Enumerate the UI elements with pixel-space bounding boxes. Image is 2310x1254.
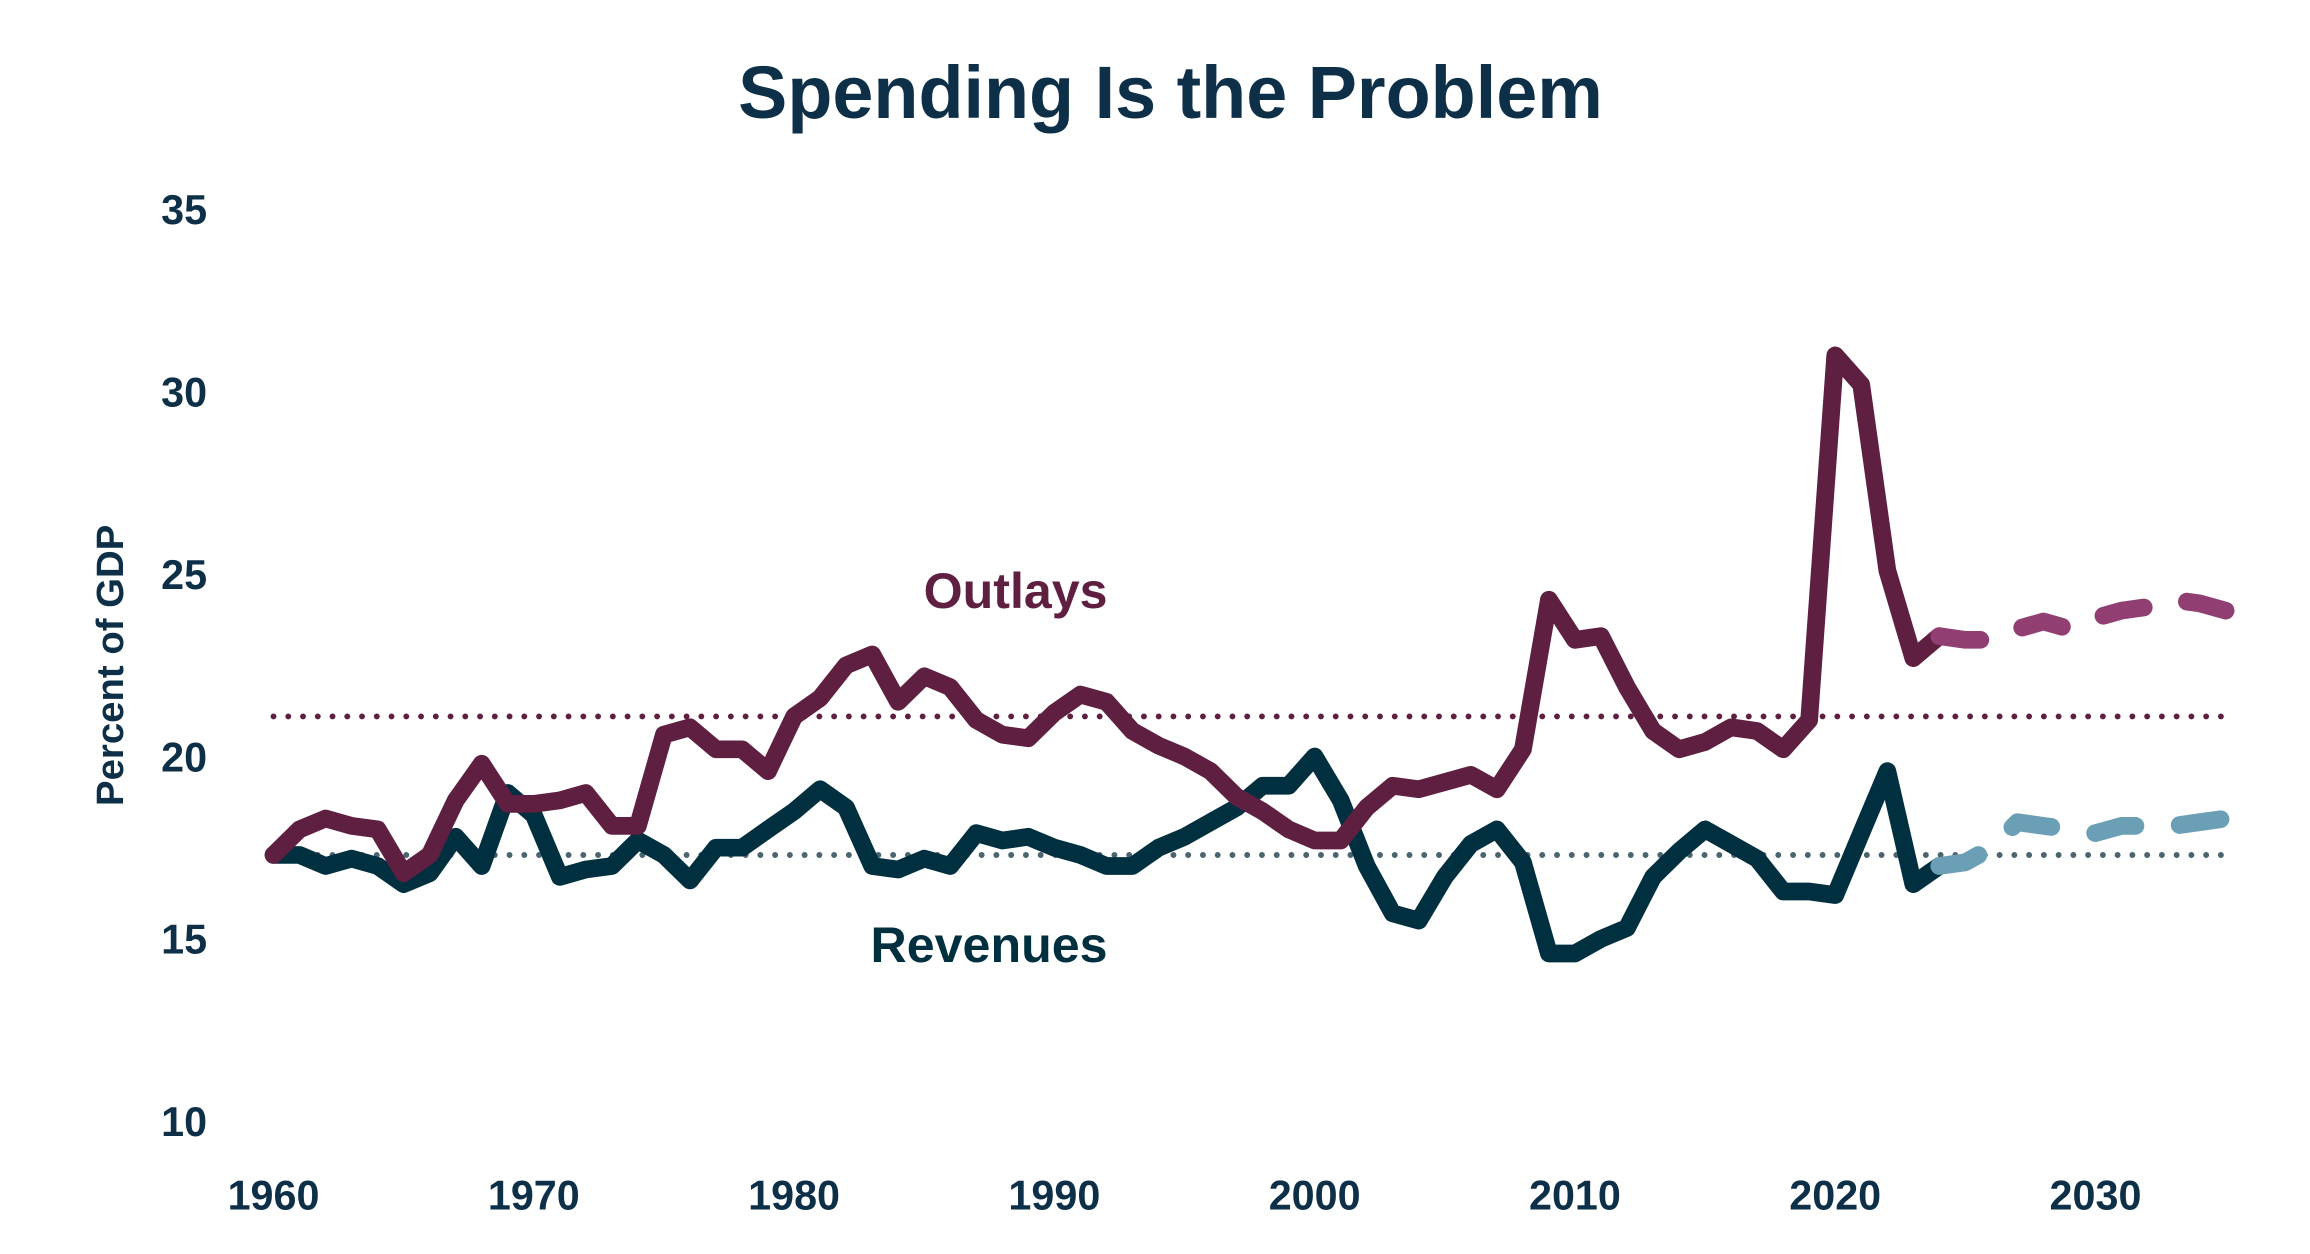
x-tick-1970: 1970 xyxy=(488,1173,580,1219)
x-tick-labels: 1960 1970 1980 1990 2000 2010 2020 2030 xyxy=(228,1173,2142,1219)
y-tick-10: 10 xyxy=(161,1099,207,1145)
x-tick-1960: 1960 xyxy=(228,1173,320,1219)
x-tick-1990: 1990 xyxy=(1008,1173,1100,1219)
annotation-revenues: Revenues xyxy=(871,917,1108,973)
y-tick-35: 35 xyxy=(161,187,207,233)
series-lines xyxy=(264,346,2235,963)
revenues-historical-line xyxy=(264,747,1949,963)
annotation-outlays: Outlays xyxy=(924,563,1108,619)
chart-title: Spending Is the Problem xyxy=(738,51,1603,134)
x-tick-2000: 2000 xyxy=(1269,1173,1361,1219)
y-tick-20: 20 xyxy=(161,734,207,780)
outlays-projected-line xyxy=(1930,590,2235,649)
x-tick-2020: 2020 xyxy=(1789,1173,1881,1219)
x-tick-2030: 2030 xyxy=(2050,1173,2142,1219)
outlays-historical-line xyxy=(264,346,1949,883)
y-tick-30: 30 xyxy=(161,370,207,416)
average-lines xyxy=(270,713,2229,858)
x-tick-1980: 1980 xyxy=(748,1173,840,1219)
y-tick-25: 25 xyxy=(161,552,207,598)
y-tick-labels: 10 15 20 25 30 35 xyxy=(161,187,207,1145)
x-tick-2010: 2010 xyxy=(1529,1173,1621,1219)
revenues-projected-line xyxy=(1930,809,2235,875)
y-tick-15: 15 xyxy=(161,917,207,963)
y-axis-label: Percent of GDP xyxy=(89,525,132,806)
